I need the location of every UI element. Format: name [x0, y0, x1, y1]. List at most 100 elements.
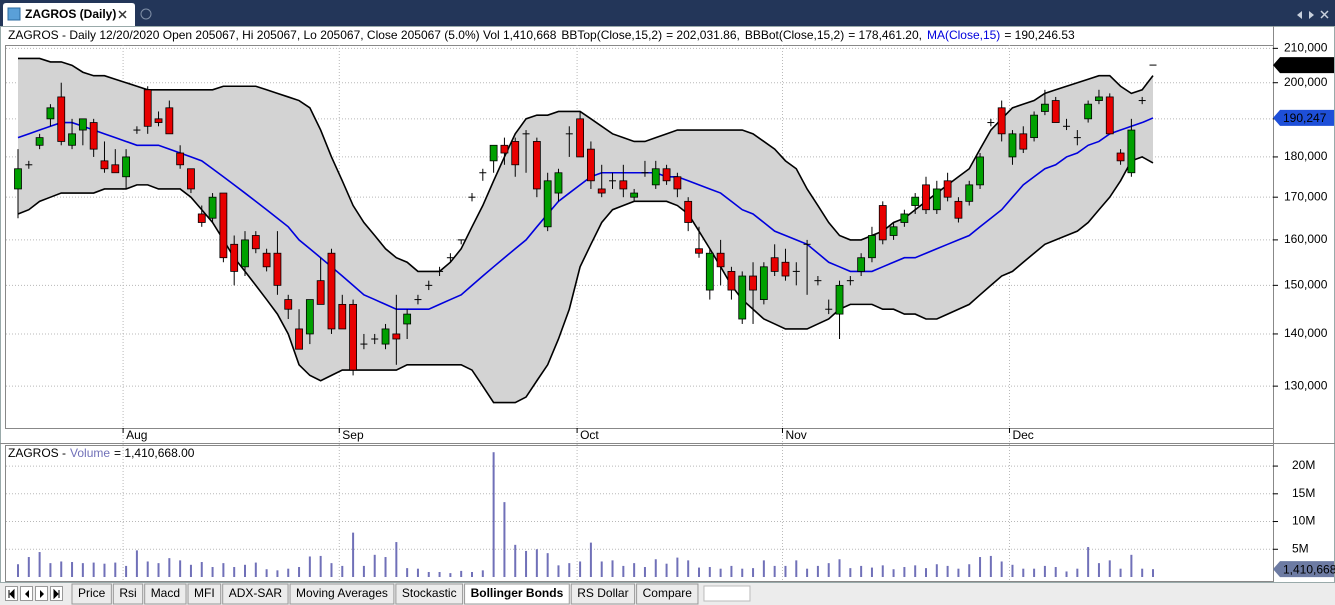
volume-value: = 1,410,668.00: [114, 446, 195, 460]
volume-bar: [438, 572, 441, 577]
tab-title: ZAGROS (Daily): [25, 7, 116, 21]
candle-body: [554, 172, 563, 194]
sheet-tab[interactable]: [395, 583, 464, 605]
sheet-tab[interactable]: [636, 583, 699, 605]
candle-body: [68, 133, 76, 146]
y-tick-label: 150,000: [1284, 278, 1328, 292]
candle-body: [727, 270, 736, 291]
band-line: [17, 156, 1154, 404]
volume-bar: [838, 559, 841, 577]
volume-bar: [114, 562, 117, 577]
sheet-tab[interactable]: [464, 583, 570, 605]
volume-bar: [676, 557, 679, 577]
ma-line: [17, 117, 1154, 311]
window-close[interactable]: [1320, 10, 1329, 19]
candle-body: [403, 313, 412, 325]
candle-body: [868, 235, 876, 259]
volume-bar: [589, 542, 592, 577]
volume-info: ZAGROS - Volume = 1,410,668.00: [8, 446, 195, 460]
candle-body: [251, 235, 260, 250]
sheet-tab-label: Stockastic: [402, 586, 457, 600]
sheet-tabs: Price Rsi Macd MFI ADX-SAR Moving Averages Sto…: [71, 583, 751, 605]
candle-body: [187, 168, 195, 190]
nav-next-icon: [40, 590, 44, 598]
last-value-marker: [1273, 109, 1334, 126]
candle-body: [738, 275, 747, 320]
volume-bar: [1033, 568, 1036, 577]
candle-body: [911, 196, 920, 206]
candle-body: [165, 107, 174, 135]
volume-bar: [17, 564, 19, 577]
volume-bar: [687, 560, 690, 577]
candle-body: [651, 168, 660, 186]
volume-bar: [189, 564, 192, 577]
volume-bar: [708, 567, 711, 577]
candle-body: [1095, 96, 1103, 101]
series-value: = 202,031.86,: [666, 28, 740, 42]
candle-body: [284, 299, 293, 310]
volume-bar: [222, 563, 225, 577]
tab-close[interactable]: [118, 10, 127, 19]
candle-body: [1116, 152, 1125, 162]
candle-body: [619, 180, 628, 190]
volume-bar: [762, 560, 765, 577]
y-tick-label: 5M: [1292, 541, 1309, 555]
candle-body: [295, 328, 303, 350]
sheet-tab[interactable]: [187, 583, 222, 605]
sheet-tab[interactable]: [144, 583, 187, 605]
volume-bar: [643, 567, 646, 577]
volume-bar: [265, 569, 268, 577]
chart-tab[interactable]: [3, 3, 135, 26]
candle-body: [1105, 96, 1114, 135]
band-fill: [18, 58, 1153, 403]
volume-bar: [384, 557, 387, 577]
volume-bar: [698, 567, 700, 577]
candle-body: [597, 188, 606, 194]
nav-buttons: [5, 586, 63, 601]
new-tab[interactable]: [140, 8, 152, 20]
sheet-tab-label: Macd: [151, 586, 180, 600]
candle-body: [208, 196, 217, 219]
volume-bar: [914, 565, 917, 577]
volume-bar: [600, 561, 603, 577]
last-value-marker: [1273, 561, 1334, 578]
sheet-tab[interactable]: [570, 583, 636, 605]
volume-bar: [168, 558, 171, 577]
volume-bar: [622, 565, 625, 577]
candle-body: [1084, 103, 1093, 120]
sheet-tab[interactable]: [222, 583, 289, 605]
scroll-right[interactable]: [1309, 11, 1314, 19]
scroll-left[interactable]: [1297, 11, 1302, 19]
candle-body: [57, 96, 66, 142]
y-tick-label: 160,000: [1284, 232, 1328, 246]
volume-bar: [1108, 560, 1111, 577]
sheet-tab[interactable]: [289, 583, 395, 605]
series-value: = 178,461.20,: [848, 28, 922, 42]
volume-bar: [741, 568, 744, 577]
sheet-tab[interactable]: [112, 583, 144, 605]
series-name: BBTop(Close,15,2): [561, 28, 662, 42]
candle-body: [532, 141, 541, 190]
candle-body: [781, 261, 790, 277]
candle-body: [587, 148, 595, 182]
sheet-tab-label: Bollinger Bonds: [471, 586, 564, 600]
volume-bar: [471, 572, 473, 577]
last-value-label: 1,410,668: [1283, 562, 1335, 576]
candle-body: [316, 280, 325, 305]
candle-body: [1127, 129, 1136, 174]
sheet-tab-label: MFI: [194, 586, 215, 600]
volume-bar: [406, 568, 409, 577]
candle-body: [878, 205, 887, 241]
candle-body: [889, 226, 898, 236]
candle-body: [273, 252, 282, 286]
volume-bar: [903, 567, 906, 577]
volume-bar: [146, 561, 149, 577]
volume-bar: [179, 560, 182, 577]
candle-body: [1030, 114, 1038, 139]
sheet-tab[interactable]: [71, 583, 112, 605]
candle-body: [965, 184, 974, 202]
candle-body: [997, 107, 1006, 135]
candle-body: [511, 141, 520, 166]
volume-bar: [730, 565, 733, 577]
